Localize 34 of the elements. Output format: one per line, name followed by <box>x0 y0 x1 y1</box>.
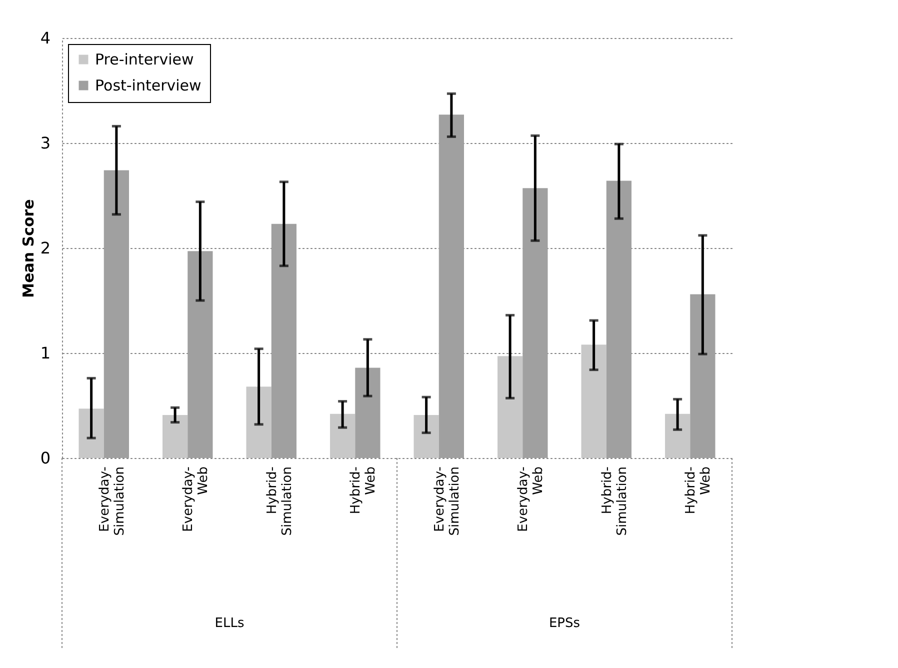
bar <box>665 414 690 458</box>
y-axis-title: Mean Score <box>19 199 38 298</box>
bar <box>162 414 188 458</box>
x-tick-label: Everyday-Web <box>516 466 546 532</box>
y-tick-label: 0 <box>40 448 50 468</box>
bar <box>355 368 380 458</box>
x-tick-label: Hybrid-Simulation <box>600 466 630 536</box>
bar <box>498 356 523 458</box>
y-tick-label: 3 <box>40 134 50 152</box>
legend-label: Pre-interview <box>95 50 194 68</box>
bar <box>438 114 464 458</box>
bar <box>246 386 272 458</box>
bar <box>606 180 632 458</box>
bar <box>188 251 213 458</box>
x-tick-label: Hybrid-Web <box>348 466 379 514</box>
text: EPSs <box>548 616 580 631</box>
x-tick-label: Everyday-Simulation <box>432 466 462 536</box>
y-tick-label: 2 <box>40 238 50 258</box>
bar <box>414 414 439 458</box>
y-tick-label: 4 <box>40 28 50 48</box>
text: ELLs <box>214 616 244 631</box>
bar <box>104 170 129 458</box>
bar <box>271 224 296 458</box>
y-tick-label: 1 <box>40 344 50 362</box>
bar <box>690 294 716 458</box>
bar <box>78 408 104 458</box>
x-tick-label: Hybrid-Simulation <box>264 466 295 536</box>
bar <box>581 344 606 458</box>
x-tick-label: Everyday-Web <box>181 466 212 532</box>
x-tick-label: Everyday-Simulation <box>97 466 128 536</box>
bar <box>522 188 548 458</box>
legend-label: Post-interview <box>95 76 202 94</box>
x-tick-label: Hybrid-Web <box>684 466 714 514</box>
bar <box>330 414 356 458</box>
